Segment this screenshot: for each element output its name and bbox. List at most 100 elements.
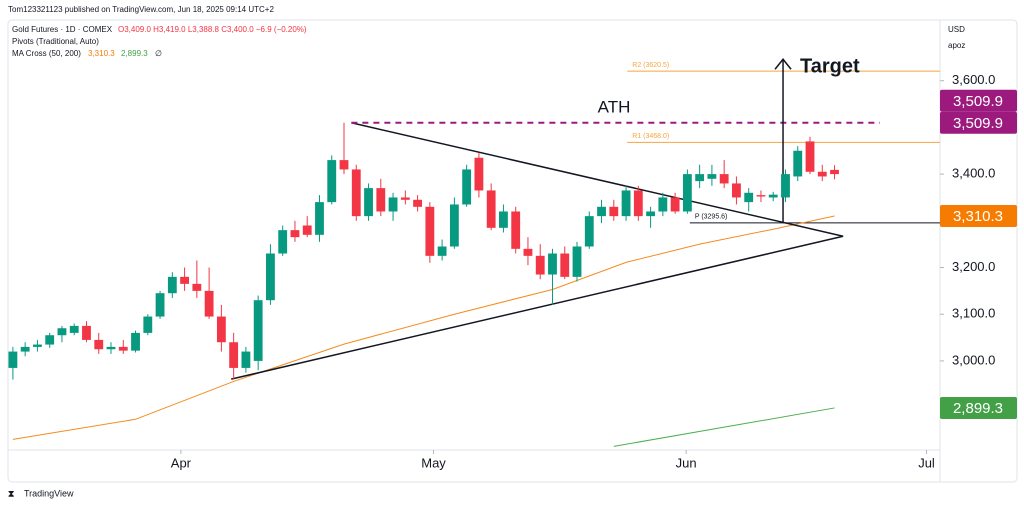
- candle-body: [609, 206, 619, 217]
- ath-label: ATH: [598, 97, 631, 116]
- candle-body: [793, 150, 803, 177]
- candle-body: [69, 325, 79, 333]
- currency: USD: [948, 25, 965, 34]
- pivot-label: R2 (3620.5): [632, 62, 669, 69]
- candle-body: [155, 293, 165, 317]
- candle-body: [682, 174, 692, 212]
- candle-body: [302, 225, 312, 235]
- candle-body: [535, 255, 545, 275]
- publisher: Tom123321123 published on TradingView.co…: [8, 5, 274, 14]
- ma-extra: ∅: [155, 49, 162, 58]
- candle-body: [781, 174, 790, 198]
- price-label: 3,509.9: [953, 115, 1003, 132]
- candle-body: [118, 346, 128, 351]
- candle-body: [744, 192, 754, 203]
- candle-body: [572, 246, 582, 277]
- target-label: Target: [800, 55, 860, 77]
- candle-body: [45, 335, 55, 345]
- price-label-box: [940, 396, 1017, 419]
- candle-body: [143, 316, 153, 333]
- candle-body: [94, 339, 104, 350]
- y-tick-label: 3,100.0: [952, 306, 995, 321]
- y-tick-label: 3,000.0: [952, 352, 995, 367]
- candle-body: [253, 300, 263, 361]
- candle-body: [462, 169, 472, 205]
- price-label-box: [940, 111, 1017, 134]
- candle-body: [376, 188, 386, 212]
- candle-body: [560, 253, 570, 277]
- candle-body: [486, 190, 496, 228]
- candle-body: [646, 211, 656, 217]
- candle-body: [523, 248, 533, 256]
- x-tick-label: Apr: [171, 455, 192, 470]
- price-label-box: [940, 205, 1017, 228]
- user: apoz: [948, 41, 965, 50]
- candle-body: [167, 276, 177, 294]
- candle-body: [364, 188, 373, 217]
- candle-body: [548, 253, 557, 275]
- candle-body: [8, 351, 18, 368]
- candle-body: [756, 195, 766, 197]
- candle-body: [106, 346, 116, 350]
- candle-body: [413, 199, 423, 207]
- candle-body: [315, 202, 324, 235]
- candle-body: [131, 332, 140, 351]
- candle-body: [290, 230, 300, 238]
- candle-body: [449, 204, 459, 247]
- y-tick-label: 3,400.0: [952, 166, 995, 181]
- candle-body: [830, 169, 839, 175]
- candle-body: [204, 290, 214, 317]
- price-label: 3,509.9: [953, 93, 1003, 110]
- candle-body: [719, 174, 729, 184]
- pivot-label: P (3295.6): [695, 214, 728, 221]
- ma-indicator: MA Cross (50, 200): [12, 49, 81, 58]
- candle-body: [511, 211, 521, 249]
- brand-logo: ⧗: [8, 488, 14, 498]
- candle-body: [241, 351, 251, 368]
- candle-body: [216, 316, 226, 343]
- candle-body: [499, 211, 508, 228]
- candle-body: [633, 190, 643, 217]
- candle-body: [388, 197, 398, 212]
- candle-body: [400, 197, 410, 200]
- ma200-value: 2,899.3: [121, 49, 148, 58]
- ma-line: [613, 407, 835, 447]
- ohlc: O3,409.0 H3,419.0 L3,388.8 C3,400.0 −6.9…: [118, 25, 307, 34]
- candle-body: [425, 206, 435, 256]
- candle-body: [621, 190, 631, 217]
- candle-body: [805, 141, 815, 172]
- brand: TradingView: [24, 488, 74, 498]
- ma50-value: 3,310.3: [88, 49, 115, 58]
- candle-body: [20, 346, 30, 352]
- frame: [7, 19, 1018, 483]
- candle-body: [597, 206, 606, 217]
- y-tick-label: 3,600.0: [952, 72, 995, 87]
- candle-body: [339, 160, 349, 170]
- candle-body: [266, 253, 275, 301]
- pivots-indicator: Pivots (Traditional, Auto): [12, 37, 99, 46]
- candle-body: [670, 197, 680, 212]
- candle-body: [437, 246, 447, 256]
- x-tick-label: Jul: [918, 455, 935, 470]
- candle-body: [584, 216, 594, 247]
- candle-body: [817, 171, 827, 177]
- candle-body: [658, 197, 668, 212]
- pivot-label: R1 (3468.0): [632, 133, 669, 140]
- candle-body: [57, 328, 67, 336]
- candle-body: [278, 230, 288, 254]
- y-tick-label: 3,200.0: [952, 259, 995, 274]
- candle-body: [33, 344, 42, 347]
- candle-body: [192, 283, 202, 291]
- price-label-box: [940, 89, 1017, 112]
- arrow-head: [774, 58, 792, 70]
- candle-body: [180, 276, 190, 284]
- x-tick-label: May: [421, 455, 446, 470]
- price-label: 3,310.3: [953, 208, 1003, 225]
- candle-body: [327, 160, 337, 203]
- candle-body: [707, 174, 717, 179]
- candle-body: [768, 194, 778, 198]
- candle-body: [82, 325, 91, 340]
- ma-line: [12, 215, 835, 440]
